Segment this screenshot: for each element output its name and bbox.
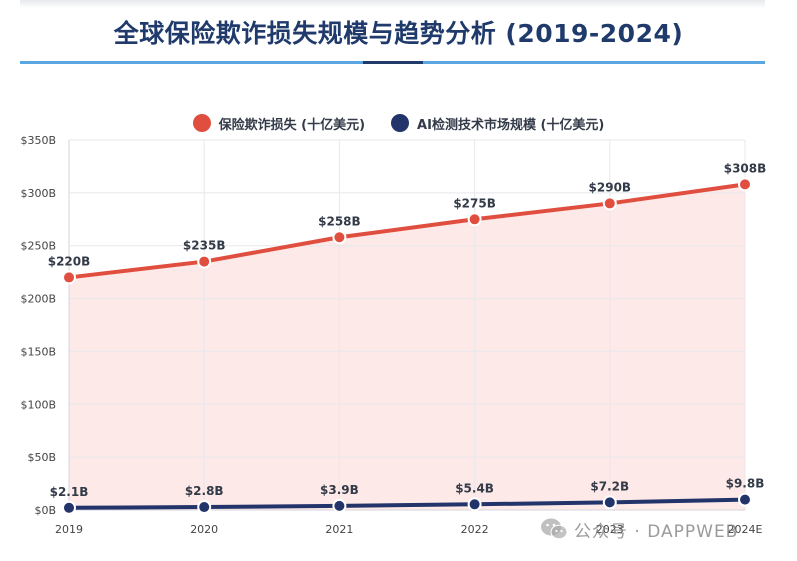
data-label-ai-market: $9.8B [726, 477, 765, 491]
watermark: 公众号 · DAPPWEB [540, 517, 739, 542]
data-point-fraud-loss [467, 212, 482, 227]
data-point-ai-market [332, 498, 347, 513]
chart-legend: 保险欺诈损失 (十亿美元) AI检测技术市场规模 (十亿美元) [0, 112, 797, 134]
data-label-fraud-loss: $220B [48, 254, 91, 268]
x-tick-label: 2024E [728, 523, 763, 536]
series-line-fraud-loss [67, 182, 747, 280]
legend-item-ai-market[interactable]: AI检测技术市场规模 (十亿美元) [391, 114, 604, 133]
legend-label-fraud-loss: 保险欺诈损失 (十亿美元) [218, 117, 366, 133]
data-label-ai-market: $2.1B [50, 485, 89, 499]
data-point-ai-market [602, 495, 617, 510]
header-shadow [20, 0, 765, 8]
x-tick-label: 2023 [596, 523, 624, 536]
data-label-fraud-loss: $258B [318, 214, 361, 228]
data-label-ai-market: $5.4B [455, 481, 494, 495]
chart-title: 全球保险欺诈损失规模与趋势分析 (2019-2024) [113, 19, 684, 48]
data-point-ai-market [197, 500, 212, 515]
data-label-fraud-loss: $235B [183, 239, 226, 253]
x-tick-label: 2019 [55, 523, 83, 536]
y-tick-label: $150B [20, 345, 56, 358]
data-point-fraud-loss [197, 254, 212, 269]
data-label-fraud-loss: $290B [589, 180, 632, 194]
data-point-fraud-loss [738, 177, 752, 192]
y-tick-label: $100B [20, 398, 56, 411]
y-tick-label: $300B [20, 187, 56, 200]
wechat-icon [541, 518, 568, 540]
y-tick-label: $250B [20, 240, 56, 253]
data-label-ai-market: $2.8B [185, 484, 224, 498]
data-point-fraud-loss [332, 230, 347, 245]
data-label-ai-market: $3.9B [320, 483, 359, 497]
legend-swatch-fraud-loss [192, 114, 211, 132]
data-label-fraud-loss: $308B [724, 161, 767, 175]
data-point-ai-market [738, 492, 752, 507]
y-tick-label: $0B [34, 504, 56, 517]
legend-label-ai-market: AI检测技术市场规模 (十亿美元) [417, 117, 605, 133]
y-tick-label: $50B [27, 451, 56, 464]
area-fraud-loss [69, 184, 745, 510]
data-point-fraud-loss [602, 196, 617, 211]
data-point-fraud-loss [62, 270, 76, 285]
x-tick-label: 2022 [461, 523, 489, 536]
y-tick-label: $350B [20, 134, 56, 147]
data-label-ai-market: $7.2B [590, 479, 629, 493]
legend-swatch-ai-market [391, 114, 410, 132]
data-point-ai-market [467, 497, 482, 512]
legend-item-fraud-loss[interactable]: 保险欺诈损失 (十亿美元) [192, 114, 366, 133]
series-line-ai-market [67, 497, 747, 510]
data-point-ai-market [62, 500, 76, 515]
watermark-text: 公众号 · DAPPWEB [574, 521, 739, 542]
y-tick-label: $200B [20, 293, 56, 306]
x-tick-label: 2020 [190, 523, 218, 536]
title-underline-accent [363, 61, 423, 64]
x-tick-label: 2021 [325, 523, 353, 536]
data-label-fraud-loss: $275B [453, 196, 496, 210]
